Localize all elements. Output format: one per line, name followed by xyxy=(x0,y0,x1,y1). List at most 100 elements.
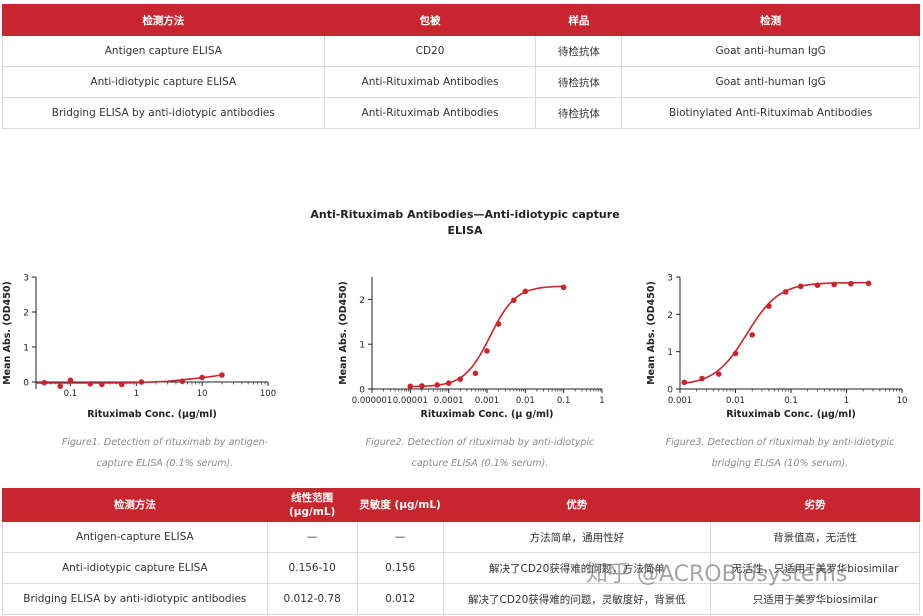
x-tick-label: 0.01 xyxy=(516,396,535,406)
cell-sensitivity: 0.156 xyxy=(356,552,444,584)
table-row: Bridging ELISA by anti-idiotypic antibod… xyxy=(2,97,920,129)
x-tick-label: 0.000001 xyxy=(352,396,393,406)
table-row: Antigen capture ELISA CD20 待检抗体 Goat ant… xyxy=(2,35,920,67)
cell-disadvantages: 无活性，只适用于美罗华biosimilar xyxy=(710,552,920,584)
data-point xyxy=(510,297,517,304)
x-tick-label: 0.00001 xyxy=(393,396,428,406)
header-sample: 样品 xyxy=(535,4,623,36)
data-point xyxy=(434,382,440,388)
cell-detection: Biotinylated Anti-Rituximab Antibodies xyxy=(621,97,920,129)
x-tick-label: 0.1 xyxy=(64,389,78,399)
y-axis-label: Mean Abs. (OD450) xyxy=(2,281,13,385)
data-point xyxy=(99,381,105,388)
data-point xyxy=(681,379,688,386)
data-point xyxy=(797,283,804,290)
caption-line: Figure2. Detection of rituximab by anti-… xyxy=(365,437,595,448)
y-tick-label: 3 xyxy=(667,274,673,284)
data-point xyxy=(219,372,225,378)
y-axis-label: Mean Abs. (OD450) xyxy=(338,281,349,385)
cell-method: Antigen capture ELISA xyxy=(2,35,325,67)
data-point xyxy=(457,376,464,382)
x-tick-label: 100 xyxy=(260,389,276,399)
x-tick-label: 0.001 xyxy=(668,396,692,406)
x-tick-label: 0.1 xyxy=(784,396,798,406)
table-row: Bridging ELISA by anti-idiotypic antibod… xyxy=(2,583,920,615)
x-tick-label: 0.01 xyxy=(726,396,745,406)
comparison-table-header: 检测方法 线性范围 (μg/mL) 灵敏度 (μg/mL) 优势 劣势 xyxy=(2,488,920,522)
cell-sample: 待检抗体 xyxy=(535,97,623,129)
data-point xyxy=(766,303,772,309)
data-point xyxy=(118,381,125,388)
fit-curve xyxy=(408,285,564,388)
fit-curve xyxy=(681,281,869,385)
cell-disadvantages: 背景值高，无活性 xyxy=(710,521,920,553)
cell-detection: Goat anti-human IgG xyxy=(621,35,920,67)
data-point xyxy=(407,383,414,390)
x-axis-label: Rituximab Conc. (μ g/ml) xyxy=(421,409,554,420)
data-point xyxy=(865,280,872,287)
method-table-top-header: 检测方法 包被 样品 检测 xyxy=(2,4,920,36)
y-tick-label: 0 xyxy=(23,379,29,389)
x-tick-label: 1 xyxy=(599,396,604,406)
y-axis-label: Mean Abs. (OD450) xyxy=(646,281,657,385)
cell-disadvantages: 只适用于美罗华biosimilar xyxy=(710,583,920,615)
header-sensitivity: 灵敏度 (μg/mL) xyxy=(356,488,444,522)
data-point xyxy=(445,380,452,386)
data-point xyxy=(814,282,821,289)
y-tick-label: 0 xyxy=(359,386,365,396)
method-comparison-table: 检测方法 线性范围 (μg/mL) 灵敏度 (μg/mL) 优势 劣势 Anti… xyxy=(2,488,920,615)
data-point xyxy=(67,377,74,384)
cell-sensitivity: — xyxy=(356,521,444,553)
data-point xyxy=(495,321,502,327)
data-point xyxy=(560,284,567,291)
figure-title: Anti-Rituximab Antibodies—Anti-idiotypic… xyxy=(310,208,620,237)
data-point xyxy=(138,379,145,385)
x-tick-label: 10 xyxy=(897,396,908,406)
y-tick-label: 1 xyxy=(359,341,365,351)
zhihu-watermark: 知乎 @ACROBiosystems xyxy=(586,562,848,587)
cell-linear-range: — xyxy=(266,521,358,553)
cell-advantages: 解决了CD20获得难的问题，方法简单 xyxy=(442,552,712,584)
cell-linear-range: 0.156-10 xyxy=(266,552,358,584)
cell-method: Anti-idiotypic capture ELISA xyxy=(2,552,268,584)
data-point xyxy=(199,374,205,381)
header-coating: 包被 xyxy=(323,4,537,36)
header-method: 检测方法 xyxy=(2,4,325,36)
caption-line: Figure1. Detection of rituximab by antig… xyxy=(61,437,269,448)
x-tick-label: 0.001 xyxy=(475,396,499,406)
y-tick-label: 1 xyxy=(667,348,673,358)
cell-sample: 待检抗体 xyxy=(535,66,623,98)
header-linear-range: 线性范围 (μg/mL) xyxy=(266,488,358,522)
data-point xyxy=(848,280,854,287)
data-point xyxy=(472,370,479,377)
cell-coating: CD20 xyxy=(323,35,537,67)
data-point xyxy=(484,348,490,354)
data-point xyxy=(87,380,94,387)
y-tick-label: 2 xyxy=(667,311,673,321)
cell-advantages: 方法简单，通用性好 xyxy=(442,521,712,553)
table-row: Anti-idiotypic capture ELISA 0.156-10 0.… xyxy=(2,552,920,584)
data-point xyxy=(782,289,789,295)
data-point xyxy=(732,350,739,357)
data-point xyxy=(57,383,64,389)
cell-method: Bridging ELISA by anti-idiotypic antibod… xyxy=(2,583,268,615)
data-point xyxy=(699,375,705,382)
y-tick-label: 1 xyxy=(23,344,29,354)
method-table-top: 检测方法 包被 样品 检测 Antigen capture ELISA CD20… xyxy=(2,4,920,129)
caption-figure1: Figure1. Detection of rituximab by antig… xyxy=(20,432,310,474)
cell-method: Bridging ELISA by anti-idiotypic antibod… xyxy=(2,97,325,129)
cell-linear-range: 0.012-0.78 xyxy=(266,583,358,615)
y-tick-label: 0 xyxy=(667,386,673,396)
caption-line: Figure3. Detection of rituximab by anti-… xyxy=(665,437,895,448)
cell-method: Anti-idiotypic capture ELISA xyxy=(2,66,325,98)
x-tick-label: 1 xyxy=(134,389,139,399)
cell-method: Antigen-capture ELISA xyxy=(2,521,268,553)
header-method: 检测方法 xyxy=(2,488,268,522)
data-point xyxy=(715,371,722,377)
data-point xyxy=(749,332,756,338)
y-tick-label: 2 xyxy=(23,309,29,319)
chart-figure1: 0 1 2 3 0.1 1 10 100 Rituximab Conc. (μg/ml) Mean… xyxy=(2,274,276,421)
x-tick-label: 0.0001 xyxy=(434,396,464,406)
data-point xyxy=(419,383,425,389)
cell-coating: Anti-Rituximab Antibodies xyxy=(323,66,537,98)
